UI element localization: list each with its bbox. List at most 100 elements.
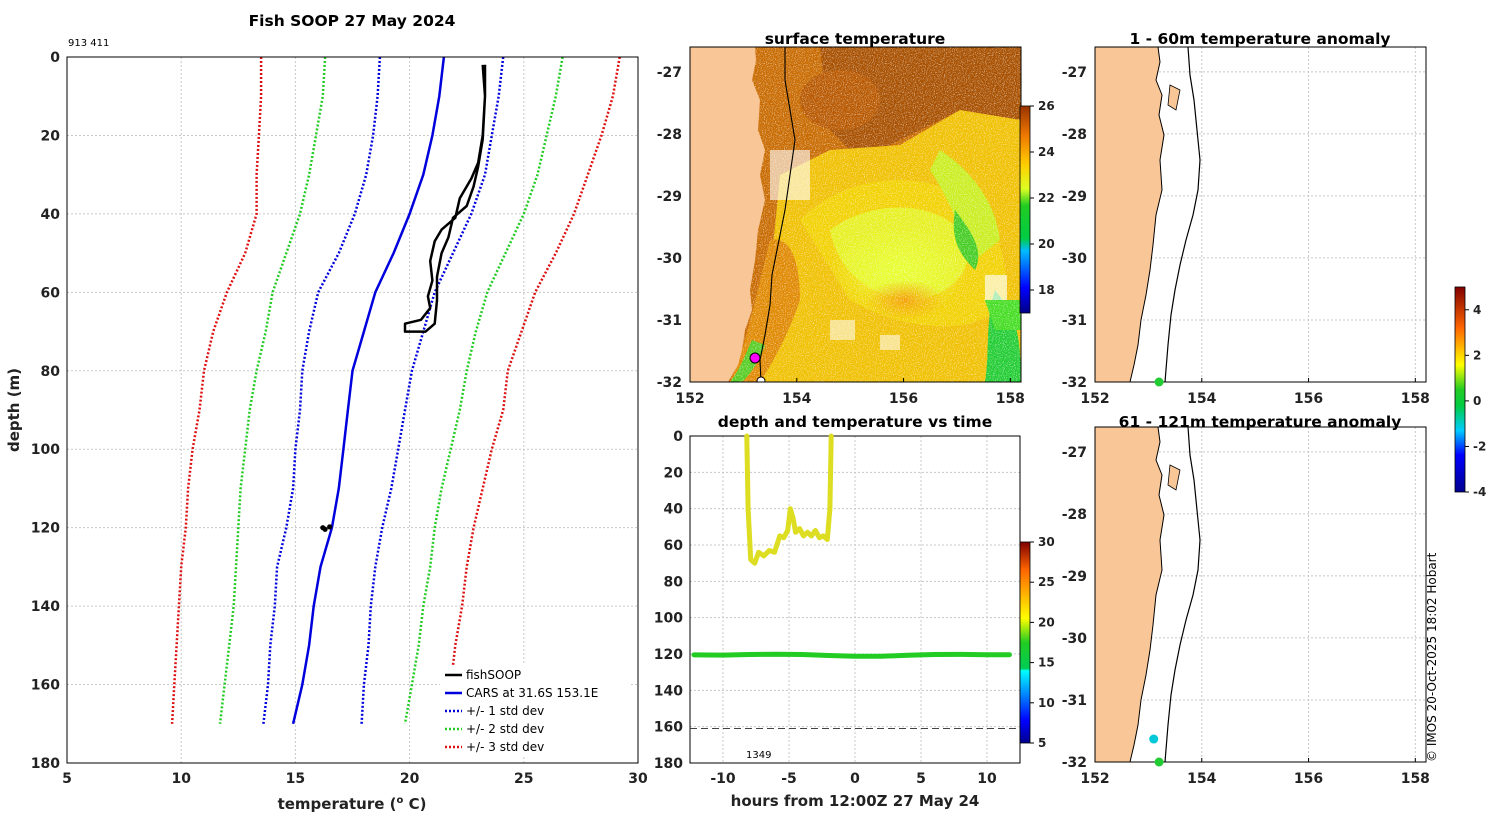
anom-deep-grid [1095,427,1426,762]
profile-title: Fish SOOP 27 May 2024 [249,12,456,30]
bottom-depth-label: 1349 [746,750,771,761]
anom-shallow-x-tick-label: 156 [1294,391,1323,407]
anom-shallow-frame [1094,46,1427,383]
time-colorbar-tick-label: 30 [1038,535,1055,549]
anom-deep-y-tick-label: -29 [1062,569,1087,585]
time-y-tick-label: 140 [654,683,683,699]
profile-x-tick-label: 30 [628,771,648,787]
profile-x-ticks: 5 10 15 20 25 30 [62,771,648,787]
time-x-tick-label: 5 [916,771,926,787]
anomaly-colorbar-ticks: -4 -2 0 2 4 [1465,303,1486,499]
anom-deep-x-tick-label: 158 [1401,771,1430,787]
anom-shallow-grid [1095,47,1426,382]
sst-y-tick-label: -31 [657,313,682,329]
legend-fishsoop: fishSOOP [466,668,521,682]
fishsoop-profile-line [403,64,487,333]
anom-shallow-panel: 1 - 60m temperature anomaly 152 154 156 158… [1062,30,1430,407]
time-y-tick-label: 60 [664,538,684,554]
sst-x-tick-label: 158 [996,391,1025,407]
shallow-track-line [744,433,834,566]
anom-shallow-x-tick-label: 158 [1401,391,1430,407]
anom-deep-y-ticks: -27 -28 -29 -30 -31 -32 [1062,445,1088,771]
anom-deep-x-ticks: 152 154 156 158 [1080,758,1430,787]
anom-shallow-y-tick-label: -31 [1062,313,1087,329]
sst-colorbar-tick-label: 22 [1038,191,1055,205]
sst-map [690,47,1021,382]
time-y-tick-label: 100 [654,611,683,627]
profile-grid [66,56,639,764]
time-title: depth and temperature vs time [718,413,992,431]
time-x-tick-label: -10 [710,771,736,787]
anom-shallow-x-tick-label: 154 [1187,391,1216,407]
profile-y-tick-label: 20 [41,128,61,144]
sst-colorbar-tick-label: 24 [1038,145,1055,159]
std-dev-high-line-2 [403,57,564,725]
time-x-ticks: -10 -5 0 5 10 [710,771,997,787]
profile-series [170,57,621,725]
profile-y-tick-label: 160 [31,678,60,694]
anom-deep-y-tick-label: -28 [1062,507,1087,523]
anom-shallow-x-tick-label: 152 [1080,391,1109,407]
anom-shallow-map [1095,47,1201,382]
legend-1std: +/- 1 std dev [466,704,544,718]
std-dev-low-line-3 [170,57,263,724]
profile-y-tick-label: 80 [41,364,61,380]
anom-deep-title: 61 - 121m temperature anomaly [1119,413,1402,431]
anomaly-point [1149,734,1159,744]
profile-y-tick-label: 0 [50,50,60,66]
anom-deep-points [1149,734,1164,767]
sst-shelf-contour [759,47,796,382]
profile-id-label: 913 411 [68,38,109,49]
fishsoop-deep-point [322,526,328,532]
time-x-tick-label: 0 [850,771,860,787]
anom-deep-y-tick-label: -32 [1062,755,1087,771]
anom-shallow-points [1154,377,1164,387]
profile-y-tick-label: 180 [31,756,60,772]
anom-shallow-y-tick-label: -27 [1062,65,1087,81]
anom-shallow-y-tick-label: -28 [1062,127,1087,143]
sst-y-tick-label: -30 [657,251,683,267]
time-colorbar-tick-label: 10 [1038,696,1055,710]
fishsoop-deep-point [327,524,333,530]
sst-colorbar [1019,105,1031,314]
profile-y-tick-label: 40 [41,207,61,223]
anom-deep-x-tick-label: 154 [1187,771,1216,787]
profile-y-axis-label: depth (m) [5,368,23,452]
time-y-tick-label: 0 [673,429,683,445]
time-y-ticks: 0 20 40 60 80 100 120 140 160 180 [654,429,683,772]
time-y-tick-label: 80 [664,574,684,590]
sst-panel: surface temperature [657,30,1055,407]
anom-deep-y-tick-label: -31 [1062,693,1087,709]
time-x-tick-label: 10 [977,771,997,787]
time-colorbar [1019,541,1031,744]
anom-shallow-y-tick-label: -30 [1062,251,1088,267]
anomaly-colorbar-tick-label: -4 [1473,485,1486,499]
sst-x-ticks: 152 154 156 158 [675,378,1025,407]
anom-shallow-x-ticks: 152 154 156 158 [1080,378,1430,407]
copyright-stamp: © IMOS 20-Oct-2025 18:02 Hobart [1425,552,1439,762]
anom-deep-map [1095,427,1201,762]
profile-axes-frame [66,56,639,764]
sst-y-tick-label: -27 [657,65,682,81]
time-colorbar-tick-label: 5 [1038,736,1046,750]
anom-deep-y-tick-label: -30 [1062,631,1088,647]
sst-y-tick-label: -32 [657,375,682,391]
deep-track-line [691,651,1012,659]
anomaly-point [1154,377,1164,387]
sst-x-tick-label: 156 [889,391,918,407]
profile-x-tick-label: 25 [514,771,533,787]
anomaly-colorbar-tick-label: -2 [1473,439,1486,453]
anomaly-colorbar [1454,286,1466,493]
time-colorbar-tick-label: 25 [1038,575,1055,589]
time-y-tick-label: 160 [654,720,683,736]
profile-legend: fishSOOP CARS at 31.6S 153.1E +/- 1 std … [440,665,630,757]
time-x-tick-label: -5 [781,771,797,787]
std-dev-low-line-2 [218,57,327,724]
anom-shallow-title: 1 - 60m temperature anomaly [1129,30,1390,48]
time-y-tick-label: 180 [654,756,683,772]
time-y-tick-label: 20 [664,465,684,481]
legend-3std: +/- 3 std dev [466,740,544,754]
time-grid [690,435,1020,764]
sst-x-tick-label: 154 [782,391,811,407]
profile-x-tick-label: 20 [400,771,420,787]
